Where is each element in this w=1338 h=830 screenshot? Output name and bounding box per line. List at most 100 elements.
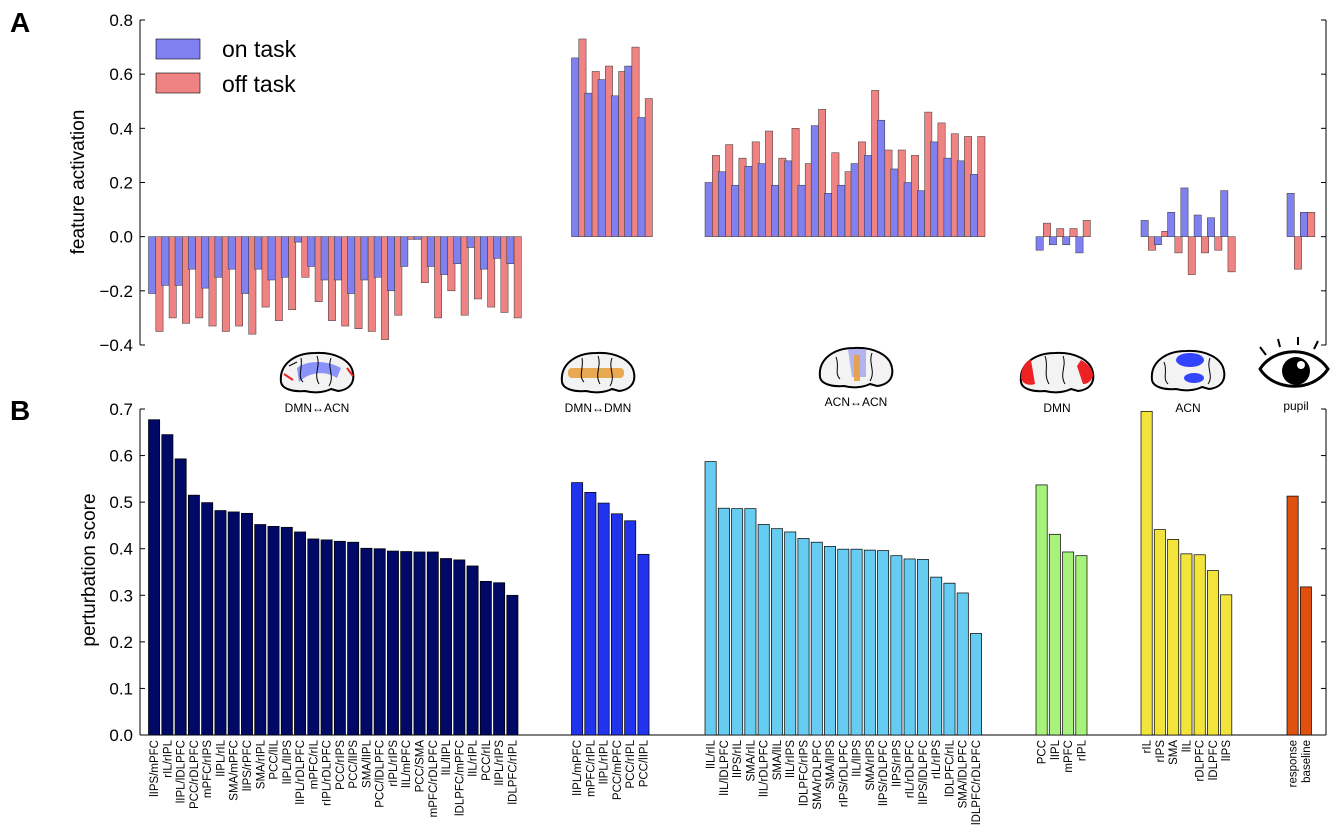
bar-on-task — [863, 155, 872, 237]
y-tick-label-b: 0.4 — [109, 540, 133, 559]
category-label: SMA/lIL — [772, 739, 784, 780]
bar-on-task — [174, 236, 183, 286]
bar-on-task — [267, 236, 276, 281]
bar-perturbation — [717, 507, 730, 736]
category-label: lIL/lDLPFC — [719, 740, 731, 796]
bar-perturbation — [387, 550, 399, 736]
category-label: rIPL/rDLPFC — [322, 740, 334, 806]
bar-off-task — [434, 236, 443, 319]
group-label-dmn: DMN — [1043, 401, 1070, 415]
bar-perturbation — [307, 538, 320, 736]
category-label: rDLPFC — [1195, 740, 1207, 782]
y-tick-label-b: 0.7 — [109, 400, 133, 419]
bar-perturbation — [453, 559, 466, 736]
category-label: mPFC/rIPS — [202, 740, 214, 798]
bar-on-task — [280, 236, 289, 278]
bar-perturbation — [731, 508, 744, 736]
bar-off-task — [977, 136, 986, 237]
bar-on-task — [1062, 236, 1071, 246]
bar-off-task — [367, 236, 376, 332]
bar-on-task — [347, 236, 356, 294]
bar-off-task — [1227, 236, 1236, 273]
category-label: PCC/rIL — [481, 739, 493, 781]
bar-perturbation — [797, 538, 810, 736]
bar-on-task — [797, 184, 806, 237]
y-tick-label-b: 0.2 — [109, 633, 133, 652]
bar-perturbation — [1286, 495, 1299, 736]
bar-off-task — [500, 236, 509, 313]
bar-on-task — [611, 95, 619, 237]
eye-icon — [1258, 337, 1330, 388]
bar-on-task — [930, 141, 939, 237]
category-label: mPFC/rIPL — [585, 739, 597, 796]
bar-perturbation — [227, 511, 240, 736]
bar-perturbation — [267, 526, 280, 736]
bar-on-task — [1049, 236, 1057, 246]
bar-perturbation — [1193, 554, 1206, 736]
brain-dmn-icon — [1019, 351, 1095, 394]
category-label: lDLPFC/rIPL — [507, 739, 519, 804]
bar-on-task — [704, 182, 713, 237]
category-label: response — [1288, 740, 1300, 787]
bar-on-task — [624, 65, 633, 237]
brain-dmn-acn-icon — [279, 351, 355, 394]
bar-on-task — [400, 236, 409, 267]
category-label: rIPL/rIPS — [388, 740, 400, 787]
legend-swatch-on-task — [155, 38, 201, 60]
bar-perturbation — [784, 531, 797, 736]
category-label: PCC — [1037, 740, 1049, 764]
bar-on-task — [956, 160, 965, 237]
bar-off-task — [791, 128, 800, 237]
bar-perturbation — [970, 633, 982, 736]
bar-off-task — [460, 236, 469, 316]
bar-on-task — [1035, 236, 1044, 251]
bar-perturbation — [400, 551, 413, 736]
bar-perturbation — [770, 528, 783, 736]
category-label: lIPL/rIL — [215, 739, 227, 776]
bar-perturbation — [241, 512, 253, 736]
y-tick-label-a: 0.8 — [109, 11, 133, 30]
bar-on-task — [307, 236, 316, 267]
legend: on task off task — [155, 36, 297, 97]
bar-on-task — [1167, 212, 1176, 237]
category-label: lIPS/mPFC — [149, 740, 161, 797]
y-tick-label-a: 0.6 — [109, 65, 133, 84]
bar-off-task — [1187, 236, 1196, 275]
bar-off-task — [1174, 236, 1183, 254]
category-label: mPFC — [1063, 740, 1075, 773]
category-label: lIL — [1181, 739, 1193, 752]
legend-swatch-off-task — [155, 72, 201, 94]
bar-perturbation — [877, 550, 890, 736]
category-label: lIL/rDLPFC — [759, 740, 771, 797]
bar-perturbation — [413, 551, 426, 736]
bar-on-task — [294, 236, 303, 243]
bar-perturbation — [1206, 570, 1219, 736]
bar-off-task — [274, 236, 283, 321]
bar-perturbation — [493, 582, 506, 736]
category-label: rIPS — [1155, 740, 1167, 763]
bar-on-task — [744, 166, 753, 237]
bar-perturbation — [837, 548, 850, 736]
bar-on-task — [637, 117, 646, 237]
bar-off-task — [513, 236, 522, 319]
category-label: SMA/rIPS — [865, 740, 877, 791]
category-label: lIL/rIPS — [785, 740, 797, 778]
bar-perturbation — [863, 549, 876, 736]
bar-on-task — [837, 184, 846, 237]
category-label: rIPS/rDLPFC — [838, 740, 850, 807]
bar-on-task — [731, 184, 740, 237]
category-label: lDLPFC/rIPS — [798, 740, 810, 806]
bar-off-task — [1307, 212, 1316, 237]
bar-on-task — [824, 193, 832, 237]
bar-on-task — [1075, 236, 1084, 254]
bar-on-task — [597, 79, 606, 237]
y-tick-label-b: 0.1 — [109, 679, 133, 698]
category-label: PCC/lIPL — [638, 739, 650, 787]
bar-on-task — [784, 160, 793, 237]
category-label: lIL/lIPS — [852, 740, 864, 777]
y-tick-label-b: 0.5 — [109, 493, 133, 512]
bar-perturbation — [161, 434, 174, 736]
bar-perturbation — [637, 553, 650, 736]
category-label: SMA/rIL — [745, 739, 757, 781]
